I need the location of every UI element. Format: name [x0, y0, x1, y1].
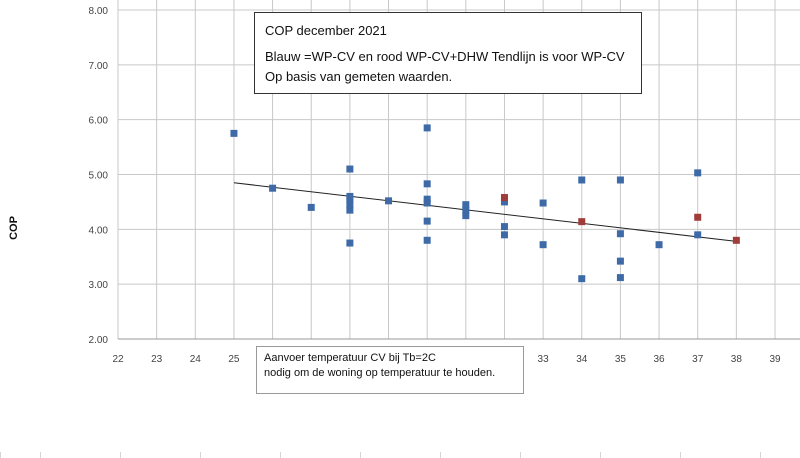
x-tick-label: 23	[151, 354, 163, 365]
x-tick-label: 39	[769, 354, 781, 365]
data-point-wp-cv	[230, 129, 238, 137]
sheet-cell-border	[760, 452, 761, 458]
data-point-wp-cv	[462, 206, 470, 214]
trendline	[233, 182, 737, 242]
source-note: Op basis van gemeten waarden.	[265, 69, 453, 84]
y-axis-title: COP	[8, 216, 20, 240]
data-point-wp-cv	[423, 217, 431, 225]
data-point-wp-cv	[346, 239, 354, 247]
sheet-cell-border	[40, 452, 41, 458]
data-point-wp-cv	[346, 165, 354, 173]
x-tick-label: 24	[190, 354, 202, 365]
sheet-cell-border	[120, 452, 121, 458]
data-point-wp-cv	[346, 195, 354, 203]
data-point-wp-cv	[423, 195, 431, 203]
data-point-wp-cv	[616, 176, 624, 184]
x-axis-note-box: Aanvoer temperatuur CV bij Tb=2C nodig o…	[256, 346, 524, 394]
data-points	[230, 124, 740, 283]
y-tick-label: 7.00	[89, 61, 109, 72]
y-tick-label: 3.00	[89, 280, 109, 291]
x-tick-label: 25	[228, 354, 240, 365]
sheet-cell-border	[200, 452, 201, 458]
x-tick-label: 38	[731, 354, 743, 365]
data-point-wp-cv	[694, 231, 702, 239]
data-point-wp-cv	[500, 198, 508, 206]
chart-title: COP december 2021	[265, 23, 387, 38]
y-tick-label: 2.00	[89, 335, 109, 346]
x-tick-label: 33	[538, 354, 550, 365]
spreadsheet-gridlines	[0, 452, 800, 458]
data-point-wp-cv	[423, 236, 431, 244]
x-tick-label: 34	[576, 354, 588, 365]
y-tick-label: 8.00	[89, 6, 109, 17]
y-tick-label: 4.00	[89, 225, 109, 236]
sheet-cell-border	[440, 452, 441, 458]
data-point-wp-cv	[578, 275, 586, 283]
x-axis-note-line-2: nodig om de woning op temperatuur te hou…	[264, 367, 496, 379]
data-point-wp-cv	[423, 124, 431, 132]
data-point-wp-cv	[423, 199, 431, 207]
data-point-wp-cv	[616, 257, 624, 265]
data-point-wp-cv	[462, 212, 470, 220]
x-axis-note-line-1: Aanvoer temperatuur CV bij Tb=2C	[264, 352, 436, 364]
y-tick-labels: 2.00 3.00 4.00 5.00 6.00 7.00 8.00	[89, 6, 109, 346]
legend-description: Blauw =WP-CV en rood WP-CV+DHW Tendlijn …	[265, 49, 625, 64]
data-point-wp-cv	[539, 199, 547, 207]
x-tick-label: 35	[615, 354, 627, 365]
sheet-cell-border	[0, 452, 1, 458]
sheet-cell-border	[360, 452, 361, 458]
data-point-wp-cv	[539, 241, 547, 249]
chart-title-box: COP december 2021 Blauw =WP-CV en rood W…	[254, 12, 642, 94]
data-point-wp-cv-dhw	[578, 218, 586, 226]
sheet-cell-border	[280, 452, 281, 458]
data-point-wp-cv-dhw	[500, 194, 508, 202]
data-point-wp-cv	[385, 197, 393, 205]
y-tick-label: 5.00	[89, 171, 109, 182]
data-point-wp-cv	[500, 223, 508, 231]
sheet-cell-border	[600, 452, 601, 458]
data-point-wp-cv	[578, 176, 586, 184]
x-tick-label: 22	[112, 354, 124, 365]
sheet-cell-border	[520, 452, 521, 458]
data-point-wp-cv	[616, 274, 624, 282]
data-point-wp-cv	[307, 203, 315, 211]
y-tick-label: 6.00	[89, 116, 109, 127]
x-tick-label: 37	[692, 354, 704, 365]
data-point-wp-cv	[346, 201, 354, 209]
data-point-wp-cv	[423, 180, 431, 188]
data-point-wp-cv	[346, 206, 354, 214]
data-point-wp-cv	[269, 184, 277, 192]
data-point-wp-cv	[462, 201, 470, 209]
sheet-cell-border	[680, 452, 681, 458]
data-point-wp-cv-dhw	[732, 236, 740, 244]
data-point-wp-cv	[616, 230, 624, 238]
data-point-wp-cv-dhw	[694, 213, 702, 221]
data-point-wp-cv	[655, 241, 663, 249]
x-tick-label: 36	[653, 354, 665, 365]
data-point-wp-cv	[500, 231, 508, 239]
data-point-wp-cv	[694, 169, 702, 177]
